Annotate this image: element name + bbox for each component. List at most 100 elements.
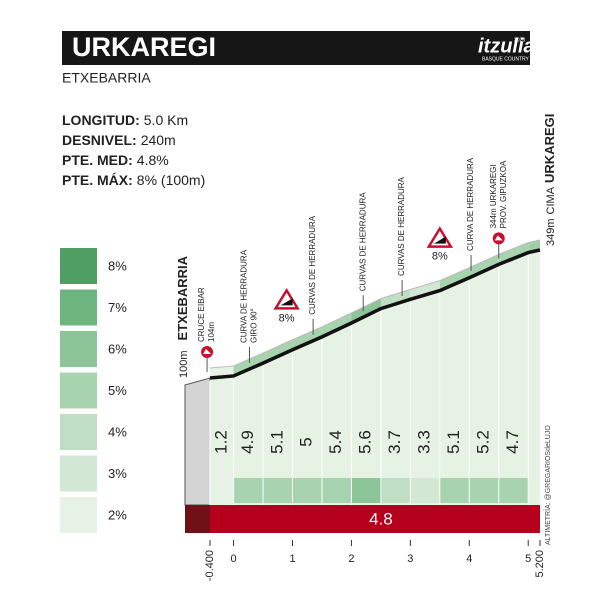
x-tick-label: 4: [466, 553, 472, 565]
gradient-tile: [321, 478, 352, 503]
logo-year: 2023: [514, 37, 525, 43]
stat-label: PTE. MÁX:: [62, 172, 133, 188]
legend-label: 2%: [108, 507, 127, 522]
profile-strip: [498, 242, 529, 265]
annotation-label: GIRO 90°: [250, 308, 259, 343]
summit-label: 349m CIMA URKAREGI: [542, 114, 557, 246]
legend-swatch: [60, 331, 97, 367]
annotation-label: CURVAS DE HERRADURA: [308, 215, 317, 314]
gradient-label: 5.4: [326, 430, 345, 454]
annotation-label: 104m: [207, 322, 216, 342]
gradient-label: 5.2: [474, 430, 493, 454]
side-base: [185, 505, 210, 533]
legend-swatch: [60, 372, 97, 409]
x-tick-label: 3: [407, 553, 413, 565]
profile-strip: [233, 353, 264, 376]
profile-strip: [351, 298, 381, 323]
x-tick-label: -0.400: [204, 550, 216, 581]
title-bar: [62, 31, 530, 65]
x-tick-label: 2: [348, 553, 354, 565]
summit-text: CIMA: [545, 186, 557, 214]
annotation-label: CURVA DE HERRADURA: [240, 249, 249, 343]
annotation-icon-mountain: [203, 349, 212, 354]
gradient-label: 3.3: [415, 430, 434, 454]
stat-value: 240m: [141, 132, 176, 148]
start-label: 100m ETXEBARRIA: [175, 255, 190, 378]
profile-strip: [439, 267, 470, 291]
stat: DESNIVEL: 240m: [62, 132, 176, 148]
gradient-sign-label: 8%: [279, 312, 295, 324]
annotation-icon-mountain: [494, 235, 503, 241]
stat-label: PTE. MED:: [62, 152, 133, 168]
profile-body: [210, 250, 540, 505]
gradient-tile: [439, 478, 470, 503]
profile-strip: [469, 254, 499, 278]
gradient-sign-label: 8%: [432, 251, 448, 263]
profile-strip: [321, 312, 352, 337]
legend-swatch: [60, 248, 97, 284]
gradient-tile: [410, 478, 440, 503]
gradient-label: 1.2: [211, 430, 230, 454]
average-bar: [210, 505, 540, 533]
gradient-label: 3.7: [385, 430, 404, 454]
start-elevation: 100m: [178, 350, 190, 378]
stat: LONGITUD: 5.0 Km: [62, 112, 188, 128]
gradient-tile: [263, 478, 293, 503]
profile-line: [209, 248, 541, 380]
annotation-label: CURVAS DE HERRADURA: [397, 176, 406, 275]
legend-label: 6%: [108, 341, 127, 356]
gradient-tile: [210, 478, 234, 503]
x-tick-label: 1: [289, 553, 295, 565]
gradient-sign-slope: [433, 236, 446, 244]
summit-elevation: 349m: [545, 218, 557, 246]
gradient-label: 4.7: [503, 430, 522, 454]
logo-sub: BASQUE COUNTRY: [482, 56, 530, 62]
gradient-tile: [469, 478, 499, 503]
start-name: ETXEBARRIA: [175, 255, 190, 340]
subtitle: ETXEBARRIA: [62, 70, 151, 86]
stat: PTE. MED: 4.8%: [62, 152, 169, 168]
legend-label: 5%: [108, 383, 127, 398]
stat-value: 8% (100m): [137, 172, 205, 188]
annotation-label: PROV. GIPUZKOA: [499, 160, 508, 228]
legend-label: 7%: [108, 300, 127, 315]
legend-swatch: [60, 414, 97, 450]
x-tick-label: 0: [231, 553, 237, 565]
average-label: 4.8: [369, 509, 393, 528]
stat-label: LONGITUD:: [62, 112, 140, 128]
annotation-label: CRUCE EIBAR: [197, 287, 206, 342]
gradient-label: 5.1: [267, 430, 286, 454]
x-tick-label: 5: [525, 553, 531, 565]
gradient-tile: [498, 478, 529, 503]
stat-value: 5.0 Km: [144, 112, 188, 128]
stat-value: 4.8%: [137, 152, 169, 168]
profile-strip: [292, 326, 322, 350]
profile-strip: [380, 289, 411, 309]
gradient-tile: [351, 478, 381, 503]
profile-strip: [410, 280, 440, 300]
legend-swatch: [60, 289, 97, 326]
credit: ALTIMETRÍA: @GREGARIOSdeLUJO: [543, 425, 552, 545]
gradient-label: 5.1: [444, 430, 463, 454]
legend-label: 8%: [108, 258, 127, 273]
gradient-tile: [233, 478, 264, 503]
annotation-label: CURVA DE HERRADURA: [466, 157, 475, 251]
legend-swatch: [60, 497, 97, 533]
summit-name: URKAREGI: [542, 114, 557, 183]
annotation-label: 344m URKAREGI: [489, 164, 498, 228]
x-tick-label: 5.200: [534, 550, 546, 578]
gradient-sign: [273, 288, 300, 310]
gradient-sign-slope: [280, 298, 293, 306]
side-panel: [184, 377, 211, 506]
gradient-tile: [380, 478, 411, 503]
gradient-sign: [426, 226, 454, 248]
legend-label: 4%: [108, 424, 127, 439]
gradient-label: 4.9: [238, 430, 257, 454]
title: URKAREGI: [72, 32, 216, 62]
stat: PTE. MÁX: 8% (100m): [62, 172, 205, 188]
legend-label: 3%: [108, 466, 127, 481]
annotation-label: CURVAS DE HERRADURA: [358, 192, 367, 291]
gradient-label: 5: [297, 437, 316, 446]
